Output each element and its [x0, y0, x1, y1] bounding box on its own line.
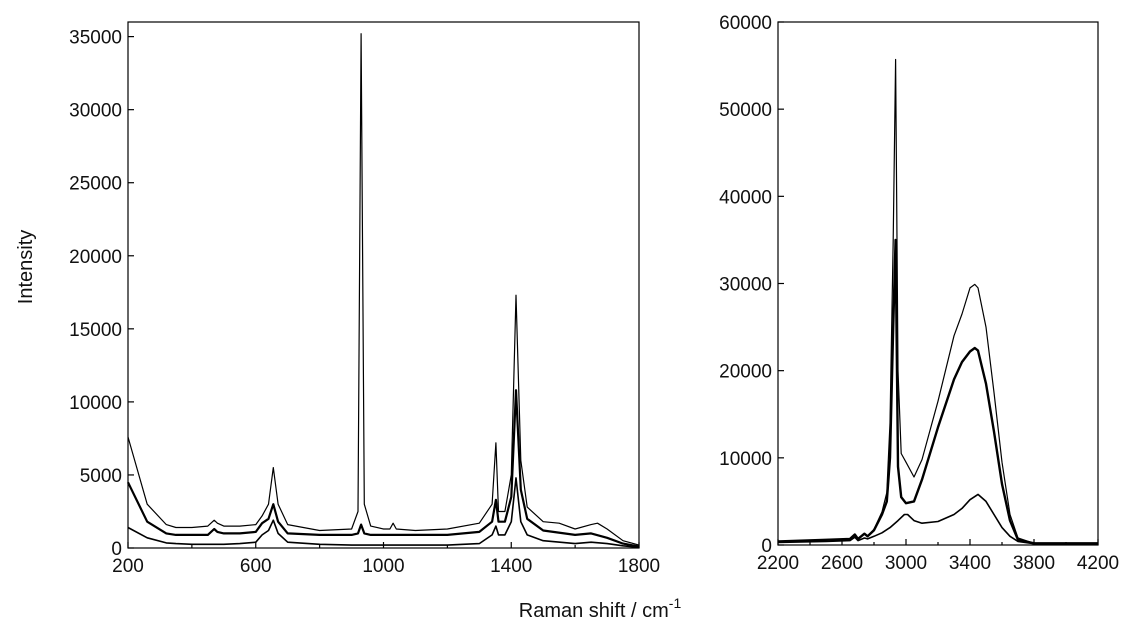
- x-tick-label: 1400: [490, 556, 532, 577]
- x-tick-label: 200: [112, 556, 144, 577]
- x-tick-label: 600: [240, 556, 272, 577]
- y-tick-label: 30000: [719, 275, 772, 296]
- series-line-1: [127, 33, 640, 546]
- y-tick-label: 50000: [719, 100, 772, 121]
- series-line-1: [777, 58, 1098, 544]
- y-tick-label: 35000: [69, 28, 122, 49]
- plot-frame: [777, 21, 1099, 546]
- series-line-2: [777, 238, 1098, 545]
- plot-frame: [127, 21, 640, 549]
- y-tick-label: 5000: [80, 466, 122, 487]
- y-tick-label: 30000: [69, 101, 122, 122]
- right-panel-chart: 2200 2600 3000 3400 3800 4200 0 10000 20000 30000…: [719, 13, 1119, 574]
- y-tick-label: 40000: [719, 187, 772, 208]
- y-tick-label: 10000: [719, 449, 772, 470]
- x-tick-label: 2200: [757, 553, 799, 574]
- y-tick-label: 20000: [719, 362, 772, 383]
- x-axis-title: Raman shift / cm-1: [519, 595, 682, 622]
- y-tick-label: 15000: [69, 320, 122, 341]
- left-panel-chart: 200 600 1000 1400 1800 0 5000 10000 15000 20000 25…: [69, 21, 660, 577]
- x-tick-label: 2600: [821, 553, 863, 574]
- y-tick-label: 20000: [69, 247, 122, 268]
- x-tick-label: 3400: [949, 553, 991, 574]
- series-line-2: [127, 389, 640, 548]
- x-tick-label: 3000: [885, 553, 927, 574]
- y-tick-label: 25000: [69, 174, 122, 195]
- x-tick-label: 3800: [1013, 553, 1055, 574]
- series-line-3: [127, 477, 640, 549]
- y-tick-label: 60000: [719, 13, 772, 34]
- y-tick-label: 0: [761, 536, 772, 557]
- x-tick-label: 1000: [362, 556, 404, 577]
- y-axis-title: Intensity: [15, 230, 37, 304]
- x-tick-label: 1800: [618, 556, 660, 577]
- y-tick-label: 0: [111, 539, 122, 560]
- x-tick-label: 4200: [1077, 553, 1119, 574]
- y-tick-label: 10000: [69, 393, 122, 414]
- series-line-3: [777, 493, 1099, 545]
